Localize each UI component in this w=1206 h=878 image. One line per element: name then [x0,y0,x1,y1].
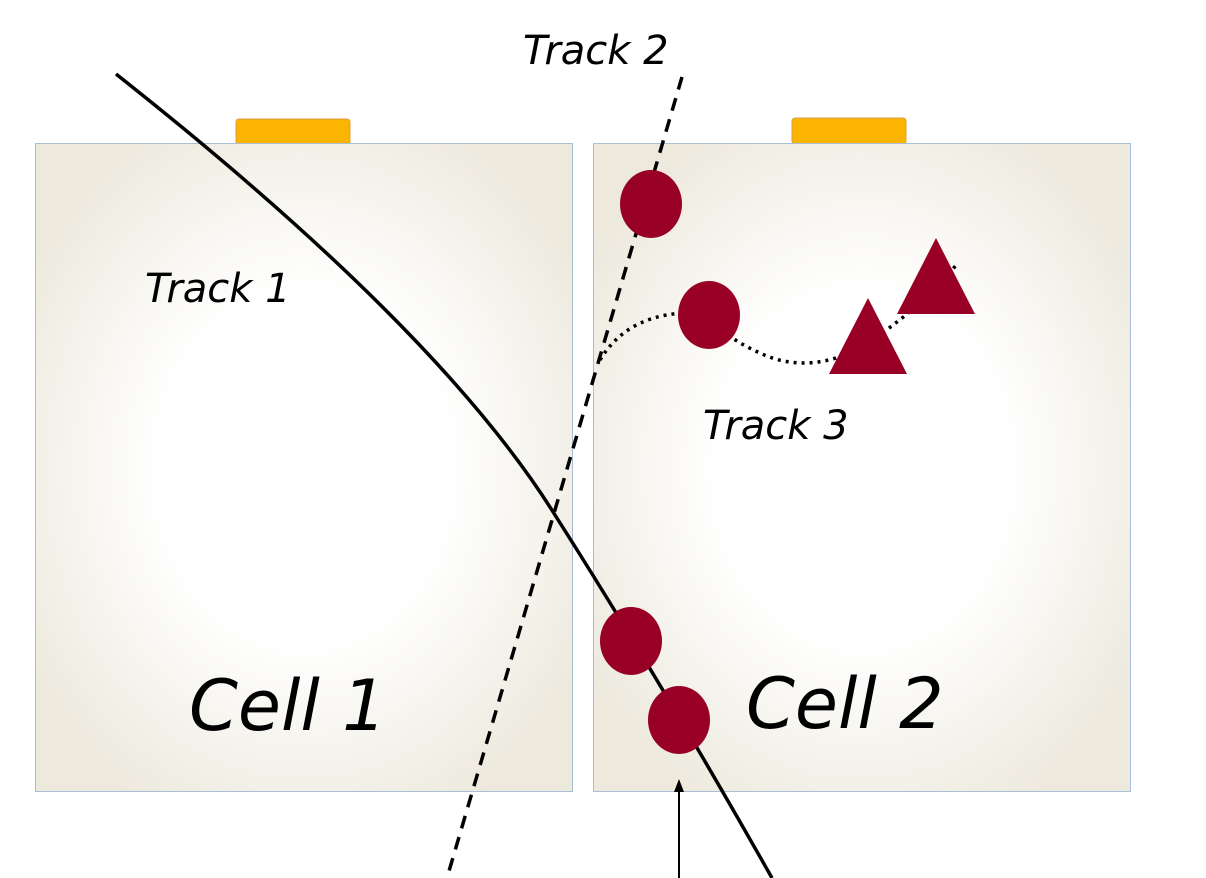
track-2-label: Track 2 [523,28,669,74]
track-1-label: Track 1 [145,266,291,312]
hit-circle-track-3 [678,281,740,349]
hit-circle-track-1-upper [600,607,662,675]
hit-circle-track-2-top [620,170,682,238]
arrow-head-icon [674,779,684,792]
track-3-label: Track 3 [703,403,849,449]
cell-2-label: Cell 2 [746,663,944,745]
cell-1-label: Cell 1 [189,665,387,747]
cell-1-box [35,143,573,792]
cell-1-electrode [235,118,351,146]
cell-2-electrode [791,117,907,145]
hit-triangle-1 [829,298,907,374]
cell-2-box [593,143,1131,792]
hit-circle-track-1-lower [648,686,710,754]
hit-triangle-2 [897,238,975,314]
